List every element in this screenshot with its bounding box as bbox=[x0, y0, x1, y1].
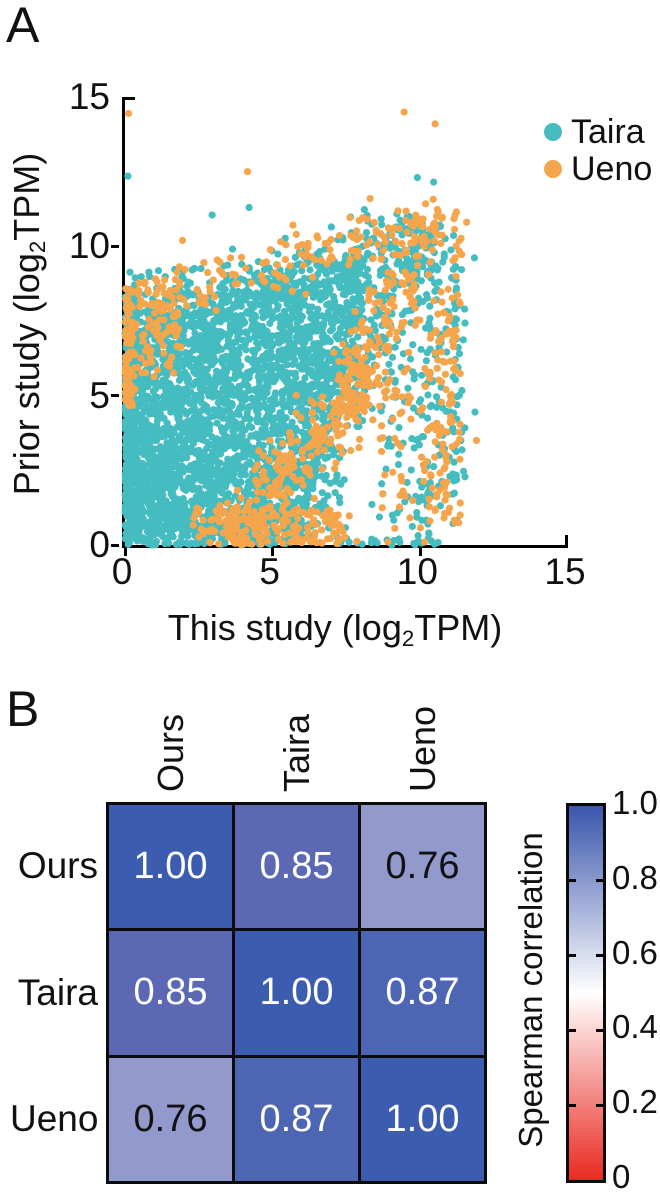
colorbar-tick-mark bbox=[569, 954, 576, 958]
y-tick-mark bbox=[111, 543, 119, 547]
heatmap-cell-ours-taira: 0.85 bbox=[235, 805, 358, 929]
colorbar-tick-label: 0.8 bbox=[612, 858, 658, 896]
heatmap-cell-ueno-ours: 0.76 bbox=[109, 1057, 232, 1181]
colorbar-tick-mark bbox=[596, 954, 603, 958]
legend-dot-icon bbox=[544, 123, 562, 141]
y-tick-mark bbox=[111, 394, 119, 398]
heatmap-column-label-ueno: Ueno bbox=[401, 705, 443, 792]
heatmap-cell-ours-ours: 1.00 bbox=[109, 805, 232, 929]
legend-dot-icon bbox=[544, 160, 562, 178]
y-axis-end-tick bbox=[125, 97, 135, 100]
colorbar-tick-mark bbox=[596, 1103, 603, 1107]
colorbar-tick-label: 0.2 bbox=[612, 1083, 658, 1121]
colorbar-tick-label: 1.0 bbox=[612, 784, 658, 821]
colorbar-tick-mark bbox=[596, 879, 603, 883]
x-axis-label: This study (log2TPM) bbox=[167, 607, 503, 652]
heatmap-cell-taira-ours: 0.85 bbox=[109, 931, 232, 1055]
heatmap-cell-ours-ueno: 0.76 bbox=[361, 805, 484, 929]
legend-label: Taira bbox=[571, 113, 645, 151]
legend-label: Ueno bbox=[571, 150, 653, 188]
y-tick-label: 15 bbox=[68, 76, 110, 117]
scatter-points-canvas bbox=[115, 87, 578, 555]
heatmap-column-label-ours: Ours bbox=[149, 713, 191, 792]
y-tick-label: 0 bbox=[89, 524, 110, 565]
y-axis-label: Prior study (log2TPM) bbox=[6, 152, 51, 496]
x-tick-label: 0 bbox=[111, 551, 133, 592]
colorbar-tick-mark bbox=[569, 1028, 576, 1032]
colorbar-tick-label: 0.4 bbox=[612, 1008, 658, 1046]
x-axis-end-tick bbox=[565, 535, 568, 545]
heatmap-row-label-ours: Ours bbox=[17, 845, 98, 886]
heatmap-row-label-taira: Taira bbox=[17, 972, 98, 1013]
colorbar-tick-mark bbox=[596, 1028, 603, 1032]
colorbar bbox=[566, 803, 606, 1183]
panel-b-label: B bbox=[6, 681, 40, 737]
colorbar-tick-mark bbox=[569, 1103, 576, 1107]
x-tick-mark bbox=[271, 548, 275, 556]
x-tick-label: 5 bbox=[259, 551, 280, 592]
panel-a-label: A bbox=[6, 0, 40, 53]
x-tick-label: 15 bbox=[544, 551, 586, 592]
heatmap-cell-ueno-ueno: 1.00 bbox=[361, 1057, 484, 1181]
heatmap-cell-taira-ueno: 0.87 bbox=[361, 931, 484, 1055]
colorbar-tick-mark bbox=[569, 879, 576, 883]
legend-item-ueno: Ueno bbox=[544, 151, 652, 187]
heatmap-cell-taira-taira: 1.00 bbox=[235, 931, 358, 1055]
legend-item-taira: Taira bbox=[544, 114, 645, 150]
y-tick-label: 10 bbox=[68, 225, 110, 267]
heatmap-column-label-taira: Taira bbox=[275, 713, 317, 792]
x-tick-mark bbox=[418, 548, 422, 556]
x-tick-label: 10 bbox=[396, 551, 438, 592]
heatmap-cell-ueno-taira: 0.87 bbox=[235, 1057, 358, 1181]
y-tick-mark bbox=[111, 244, 119, 248]
heatmap-row-label-ueno: Ueno bbox=[10, 1098, 99, 1139]
scatter-plot bbox=[111, 87, 578, 556]
colorbar-tick-label: 0 bbox=[612, 1158, 631, 1195]
x-tick-mark bbox=[123, 548, 127, 556]
colorbar-title: Spearman correlation bbox=[512, 832, 549, 1148]
correlation-heatmap: 1.00 0.85 0.76 0.85 1.00 0.87 0.76 0.87 1.00 bbox=[106, 802, 487, 1184]
y-tick-label: 5 bbox=[89, 374, 110, 416]
colorbar-tick-label: 0.6 bbox=[612, 933, 658, 971]
